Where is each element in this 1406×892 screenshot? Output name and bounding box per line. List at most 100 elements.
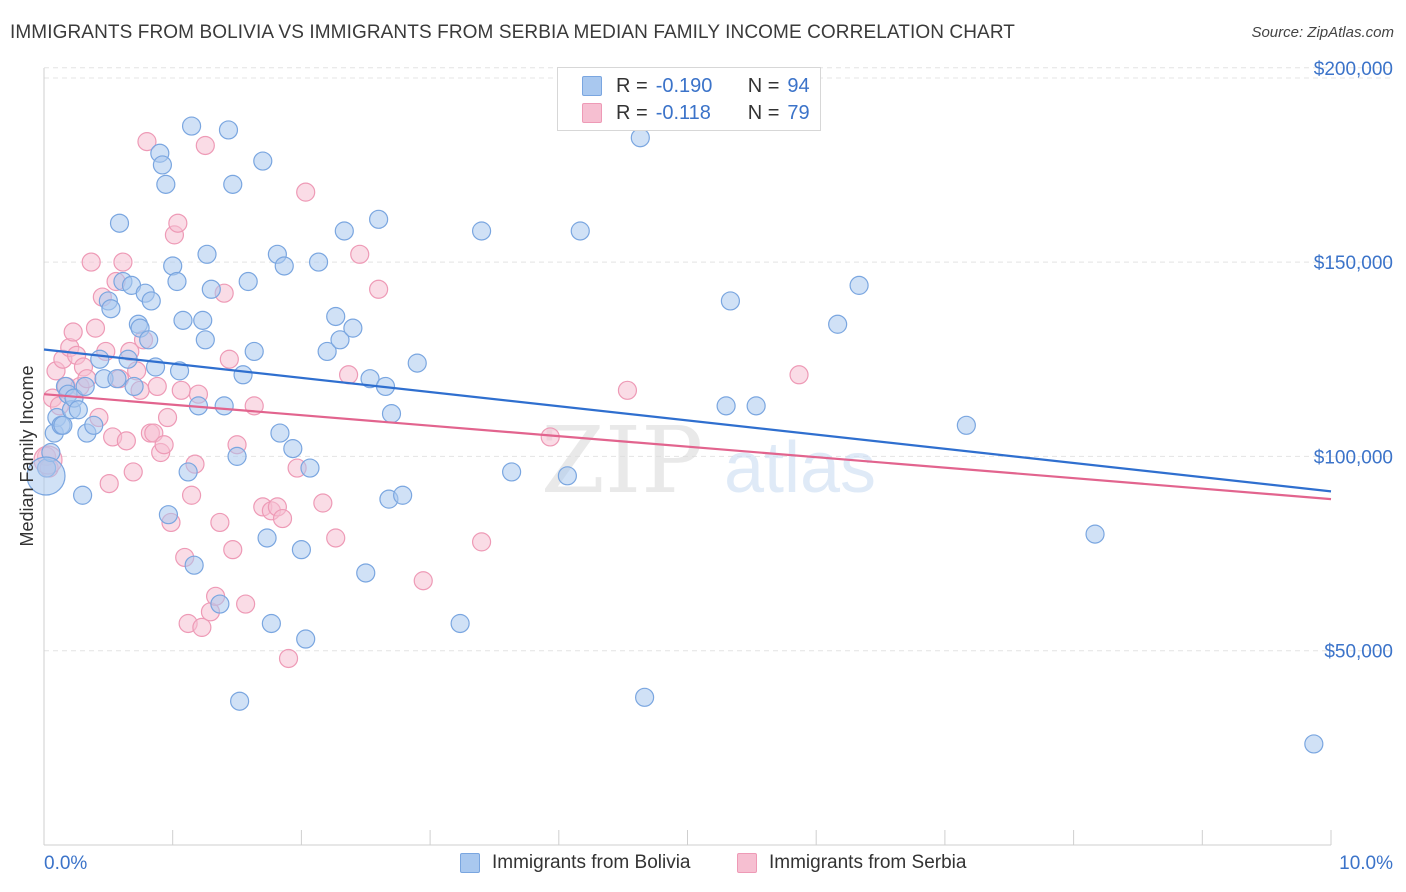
bolivia-point	[291, 540, 311, 560]
bolivia-point	[109, 213, 130, 233]
source-label: Source: ZipAtlas.com	[1251, 24, 1394, 41]
legend-item-serbia: Immigrants from Serbia	[737, 852, 966, 874]
bolivia-point	[84, 415, 104, 435]
bolivia-point	[244, 341, 264, 362]
bolivia-point	[716, 396, 736, 416]
series-serbia-points	[33, 132, 809, 669]
serbia-point	[278, 648, 299, 669]
bolivia-point	[283, 439, 303, 459]
bolivia-point	[393, 485, 413, 505]
bolivia-point	[557, 466, 577, 486]
serbia-point	[219, 349, 239, 369]
bolivia-point	[369, 209, 389, 229]
serbia-point	[157, 407, 178, 428]
serbia-point	[99, 473, 119, 494]
bolivia-point	[450, 613, 470, 634]
bolivia-swatch	[582, 76, 602, 96]
legend-item-bolivia: Immigrants from Bolivia	[460, 852, 691, 874]
bolivia-point	[101, 299, 121, 319]
y-tick-label: $150,000	[1314, 253, 1393, 274]
serbia-point	[63, 322, 83, 342]
serbia-point	[369, 279, 389, 299]
chart-title: IMMIGRANTS FROM BOLIVIA VS IMMIGRANTS FR…	[10, 22, 1016, 43]
legend-label-serbia: Immigrants from Serbia	[769, 852, 967, 873]
watermark-zip: ZIP	[541, 407, 703, 514]
bolivia-point	[326, 306, 346, 327]
serbia-point	[137, 132, 157, 152]
bolivia-point	[308, 252, 329, 272]
serbia-point	[154, 435, 174, 455]
bolivia-point	[156, 174, 176, 194]
bolivia-point	[471, 221, 492, 241]
serbia-point	[350, 244, 370, 264]
bolivia-point	[152, 155, 173, 175]
serbia-point	[192, 617, 212, 637]
bolivia-point	[214, 396, 234, 416]
bolivia-point	[233, 365, 253, 385]
bolivia-point	[356, 563, 376, 583]
bolivia-point	[1085, 524, 1105, 544]
bolivia-point	[257, 528, 277, 548]
bolivia-point	[570, 221, 590, 241]
serbia-point	[181, 485, 202, 505]
bolivia-point	[53, 415, 73, 435]
y-tick-label: $200,000	[1314, 59, 1393, 80]
serbia-point	[85, 318, 106, 338]
bolivia-swatch	[460, 853, 480, 873]
serbia-trend-line	[43, 393, 1332, 501]
bolivia-point	[124, 376, 144, 397]
serbia-point	[168, 213, 188, 233]
n-label: N =	[747, 74, 780, 97]
bolivia-point	[274, 256, 294, 276]
bolivia-point	[317, 341, 337, 362]
legend-row-bolivia: R = -0.190 N = 94	[582, 73, 810, 99]
grid-lines	[44, 67, 1393, 652]
bolivia-point	[381, 404, 402, 424]
bolivia-point	[158, 505, 179, 525]
bolivia-point	[634, 687, 655, 707]
bolivia-point	[167, 271, 187, 292]
bolivia-point	[223, 174, 243, 194]
bolivia-point	[107, 369, 127, 389]
bolivia-point	[343, 318, 363, 338]
serbia-point	[326, 528, 346, 548]
serbia-point	[272, 508, 293, 529]
n-label: N =	[747, 101, 780, 124]
serbia-point	[147, 376, 167, 397]
n-value: 79	[787, 101, 810, 124]
serbia-point	[81, 252, 101, 272]
bolivia-point	[746, 396, 766, 416]
serbia-point	[296, 182, 316, 202]
bolivia-point	[630, 128, 650, 148]
y-tick-label: $100,000	[1314, 447, 1393, 468]
r-value: -0.118	[655, 101, 711, 124]
bolivia-point	[227, 446, 247, 466]
bolivia-point	[139, 330, 159, 350]
bolivia-point	[360, 369, 380, 389]
bolivia-trend-line	[43, 348, 1332, 493]
bolivia-point	[253, 151, 273, 171]
bolivia-point	[141, 291, 161, 311]
correlation-legend: R = -0.190 N = 94 R = -0.118 N = 79	[557, 67, 821, 131]
bolivia-point	[68, 400, 88, 420]
bolivia-point	[828, 314, 848, 334]
bolivia-point	[720, 291, 741, 311]
bolivia-point	[270, 423, 290, 443]
serbia-point	[195, 135, 215, 156]
bolivia-point	[300, 458, 320, 478]
bolivia-point	[296, 629, 316, 649]
y-axis-label: Median Family Income	[17, 365, 37, 546]
x-tick-label: 10.0%	[1339, 853, 1393, 874]
bolivia-point	[956, 415, 976, 435]
y-tick-label: $50,000	[1324, 642, 1393, 663]
serbia-swatch	[737, 853, 757, 873]
bolivia-point	[90, 349, 110, 369]
bolivia-point	[75, 376, 95, 397]
r-label: R =	[616, 74, 648, 97]
r-label: R =	[616, 101, 648, 124]
bolivia-point	[218, 120, 239, 140]
bolivia-point	[197, 244, 217, 264]
bolivia-point	[230, 691, 250, 711]
axis-labels: $50,000 $100,000 $150,000 $200,000 0.0% 10.0%…	[17, 59, 1393, 874]
